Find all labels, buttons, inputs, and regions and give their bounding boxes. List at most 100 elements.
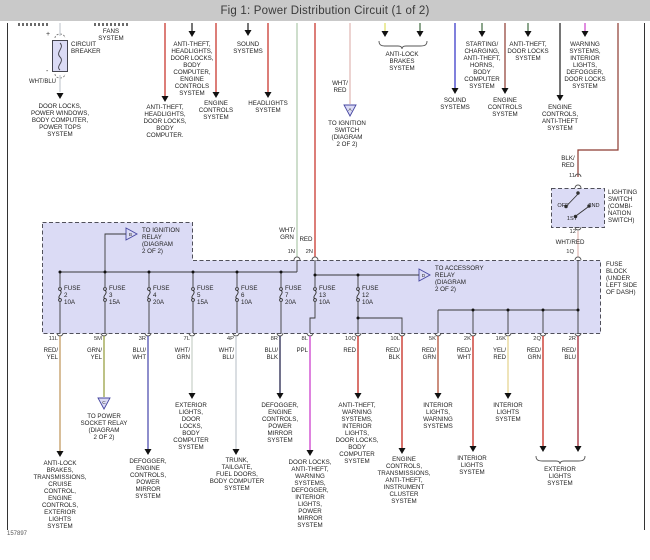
pin-label: 7L	[183, 336, 190, 342]
bottom-wires	[59, 336, 579, 451]
destination-label: SOUND SYSTEMS	[440, 97, 470, 111]
switch-position-off: OFF	[557, 203, 569, 209]
circuit-breaker-symbol	[52, 33, 68, 79]
pin-label: 2K	[463, 336, 471, 342]
to-ignition-switch-label: TO IGNITION SWITCH (DIAGRAM 2 OF 2)	[328, 120, 366, 148]
circuit-breaker-label: CIRCUIT BREAKER	[71, 41, 101, 55]
svg-text:C: C	[102, 400, 106, 406]
destination-label: ANTI-LOCK BRAKES SYSTEM	[385, 51, 419, 72]
switch-position-2nd: 2ND	[588, 203, 600, 209]
pin-label: 3R	[138, 336, 146, 342]
destination-label: ANTI-THEFT, DOOR LOCKS SYSTEM	[507, 41, 549, 62]
truncated-label-fragment	[94, 23, 128, 26]
wire-color-label: WHT/ RED	[332, 80, 348, 94]
wire-color-label: YEL/ RED	[492, 348, 506, 361]
wire-color-label: PPL	[296, 348, 308, 354]
wire-color-label: BLU/ BLK	[264, 348, 278, 361]
svg-text:B: B	[129, 232, 132, 238]
destination-label: DEFOGGER, ENGINE CONTROLS, POWER MIRROR …	[261, 402, 299, 444]
svg-text:D: D	[422, 273, 426, 279]
fuse-block-label: FUSE BLOCK (UNDER LEFT SIDE OF DASH)	[606, 261, 638, 296]
pin-label: 1N	[287, 249, 295, 255]
pin-label: 10Q	[345, 336, 356, 342]
destination-label: WARNING SYSTEMS, INTERIOR LIGHTS, DEFOGG…	[564, 41, 606, 90]
bottom-arrows	[56, 393, 582, 457]
to-accessory-relay-label: TO ACCESSORY RELAY (DIAGRAM 2 OF 2)	[435, 265, 484, 293]
destination-label: SOUND SYSTEMS	[233, 41, 263, 55]
triangle-letters: A B D C	[102, 107, 426, 406]
destination-label: ANTI-THEFT, WARNING SYSTEMS, INTERIOR LI…	[335, 402, 379, 465]
wire-color-label: RED	[343, 348, 356, 354]
destination-label: EXTERIOR LIGHTS SYSTEM	[544, 466, 576, 487]
pin-arcs	[56, 173, 582, 337]
pin-label: 2Q	[533, 336, 541, 342]
truncated-label-fragment	[18, 23, 48, 26]
page-code: 157897	[7, 531, 28, 537]
pin-label: 10L	[390, 336, 400, 342]
destination-label: ANTI-LOCK BRAKES, TRANSMISSIONS, CRUISE …	[33, 460, 87, 530]
figure-title-bar: Fig 1: Power Distribution Circuit (1 of …	[0, 0, 650, 21]
wire-color-label: RED/ WHT	[456, 348, 471, 361]
fuse-block-box	[42, 222, 601, 334]
fuse-block-internal-wiring	[59, 233, 579, 333]
wire-color-label: WHT/ BLU	[218, 348, 234, 361]
fuse-label: FUSE 2 10A	[64, 285, 81, 306]
destination-label: ANTI-THEFT, HEADLIGHTS, DOOR LOCKS, BODY…	[143, 104, 187, 139]
junction-dots	[58, 270, 580, 320]
plus-sign: +	[46, 31, 51, 38]
figure-title: Fig 1: Power Distribution Circuit (1 of …	[220, 4, 430, 17]
wire-color-label: RED/ BLU	[561, 348, 576, 361]
destination-label: ENGINE CONTROLS SYSTEM	[487, 97, 523, 118]
pin-label: 5M	[93, 336, 102, 342]
destination-label: HEADLIGHTS SYSTEM	[248, 100, 288, 114]
brace-exterior-lights	[535, 455, 586, 465]
pin-label: 8L	[301, 336, 308, 342]
wire-color-label: GRN/ YEL	[87, 348, 102, 361]
wire-color-label: RED/ BLK	[385, 348, 400, 361]
fuse-label: FUSE 7 20A	[285, 285, 302, 306]
lighting-switch-label: LIGHTING SWITCH (COMBI- NATION SWITCH)	[608, 189, 638, 224]
pin-label: 11	[568, 173, 575, 179]
to-power-socket-relay-triangle	[97, 397, 111, 410]
fuse-label: FUSE 4 20A	[153, 285, 170, 306]
destination-label: DOOR LOCKS, ANTI-THEFT, WARNING SYSTEMS,…	[288, 459, 332, 529]
page-border-lines	[7, 23, 645, 530]
switch-position-1st: 1ST	[566, 216, 578, 222]
to-ignition-relay-label: TO IGNITION RELAY (DIAGRAM 2 OF 2)	[142, 227, 180, 255]
destination-label: TO POWER SOCKET RELAY (DIAGRAM 2 OF 2)	[80, 413, 128, 441]
fuse-label: FUSE 6 10A	[241, 285, 258, 306]
destination-label: ENGINE CONTROLS, ANTI-THEFT SYSTEM	[541, 104, 579, 132]
pin-label: 16K	[495, 336, 506, 342]
top-wires	[59, 23, 619, 257]
pin-label: 1Q	[566, 249, 574, 255]
wire-color-label: RED/ GRN	[526, 348, 541, 361]
destination-label: ANTI-THEFT, HEADLIGHTS, DOOR LOCKS, BODY…	[170, 41, 214, 97]
svg-text:A: A	[348, 107, 352, 113]
pin-label: 2R	[568, 336, 576, 342]
pin-label: 11L	[48, 336, 58, 342]
pin-label: 4P	[226, 336, 234, 342]
minus-sign: -	[46, 68, 49, 75]
wire-color-label: WHT/BLU	[29, 79, 56, 85]
wire-color-label: WHT/RED	[555, 239, 585, 246]
pin-label: 12	[569, 229, 576, 235]
pin-label: 2N	[305, 249, 313, 255]
to-ignition-switch-triangle	[343, 104, 357, 117]
fuse-label: FUSE 3 15A	[109, 285, 126, 306]
wire-color-label: WHT/ GRN	[174, 348, 190, 361]
wire-color-label: RED/ YEL	[43, 348, 58, 361]
destination-label: INTERIOR LIGHTS SYSTEM	[457, 455, 487, 476]
destination-label: DEFOGGER, ENGINE CONTROLS, POWER MIRROR …	[129, 458, 167, 500]
destination-label: EXTERIOR LIGHTS, DOOR LOCKS, BODY COMPUT…	[173, 402, 209, 451]
wire-color-label: WHT/ GRN	[279, 227, 295, 241]
wire-color-label: RED	[299, 236, 313, 243]
reference-triangles	[97, 104, 431, 410]
wire-color-label: BLU/ WHT	[132, 348, 146, 361]
wire-color-label: BLK/ RED	[561, 155, 575, 169]
lighting-switch-internals	[564, 191, 591, 219]
top-arrows	[56, 30, 589, 102]
destination-label: ENGINE CONTROLS, TRANSMISSIONS, ANTI-THE…	[377, 456, 431, 505]
wire-color-label: RED/ GRN	[421, 348, 436, 361]
